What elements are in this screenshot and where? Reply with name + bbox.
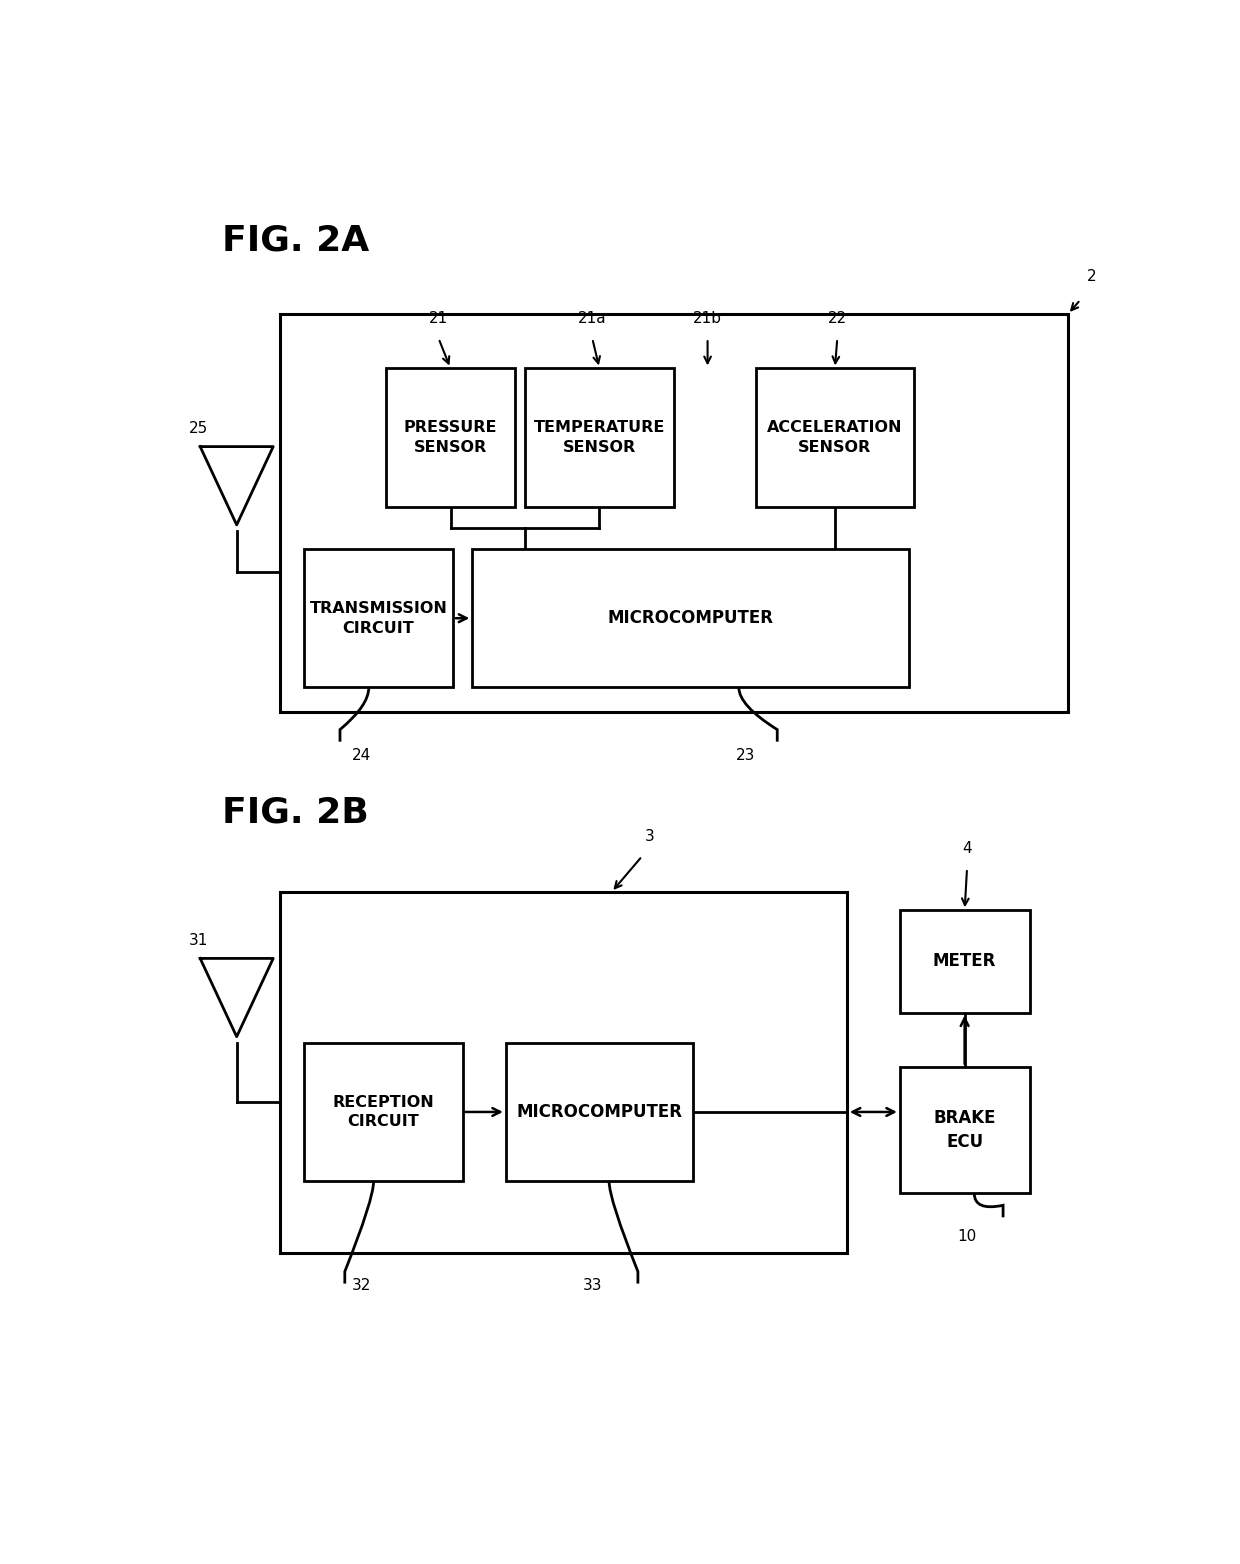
Text: 21: 21 xyxy=(429,311,448,327)
Polygon shape xyxy=(200,959,273,1037)
Bar xyxy=(280,314,1068,712)
Text: 24: 24 xyxy=(352,748,371,763)
Text: 10: 10 xyxy=(957,1229,977,1245)
Bar xyxy=(525,369,675,507)
Text: METER: METER xyxy=(932,952,996,970)
Text: FIG. 2A: FIG. 2A xyxy=(222,224,370,258)
Bar xyxy=(900,1067,1029,1193)
Bar xyxy=(755,369,914,507)
Text: ACCELERATION
SENSOR: ACCELERATION SENSOR xyxy=(768,421,903,455)
Text: 22: 22 xyxy=(827,311,847,327)
Text: 25: 25 xyxy=(188,421,208,436)
Text: 21b: 21b xyxy=(693,311,722,327)
Bar xyxy=(280,891,847,1253)
Text: 23: 23 xyxy=(737,748,755,763)
Text: MICROCOMPUTER: MICROCOMPUTER xyxy=(517,1103,682,1121)
Text: MICROCOMPUTER: MICROCOMPUTER xyxy=(608,610,774,627)
Text: 2: 2 xyxy=(1087,269,1097,285)
Text: 21a: 21a xyxy=(578,311,606,327)
Text: 3: 3 xyxy=(645,829,655,845)
Text: RECEPTION
CIRCUIT: RECEPTION CIRCUIT xyxy=(332,1095,434,1129)
Bar xyxy=(304,1043,463,1181)
Polygon shape xyxy=(200,447,273,526)
Bar xyxy=(304,549,453,688)
Text: TEMPERATURE
SENSOR: TEMPERATURE SENSOR xyxy=(533,421,665,455)
Bar xyxy=(472,549,909,688)
Text: BRAKE
ECU: BRAKE ECU xyxy=(934,1109,996,1151)
Text: 4: 4 xyxy=(962,841,972,856)
Text: PRESSURE
SENSOR: PRESSURE SENSOR xyxy=(404,421,497,455)
Text: 32: 32 xyxy=(352,1278,371,1292)
Bar xyxy=(506,1043,693,1181)
Bar xyxy=(900,910,1029,1012)
Text: FIG. 2B: FIG. 2B xyxy=(222,796,370,830)
Text: 33: 33 xyxy=(583,1278,601,1292)
Text: 31: 31 xyxy=(188,932,208,948)
Bar xyxy=(386,369,516,507)
Text: TRANSMISSION
CIRCUIT: TRANSMISSION CIRCUIT xyxy=(310,601,448,635)
